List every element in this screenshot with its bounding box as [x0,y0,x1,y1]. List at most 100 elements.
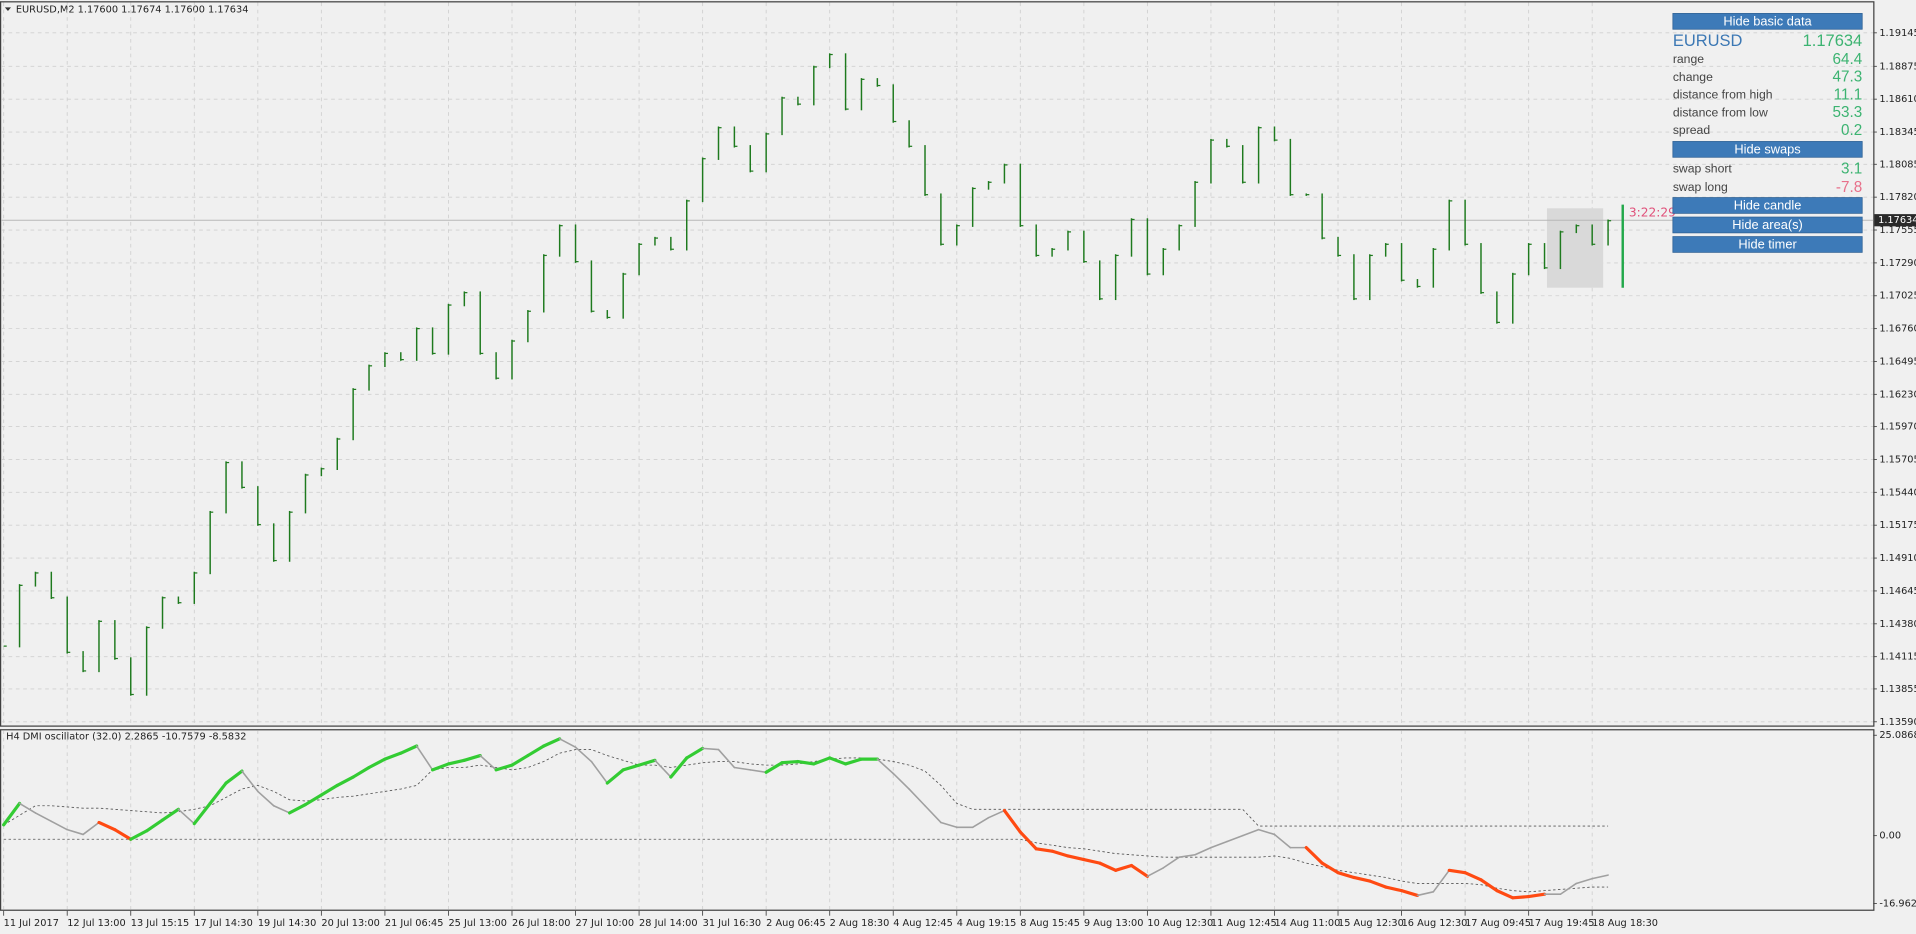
oscillator-segment [113,828,133,841]
y-tick-label: 1.16230 [1879,389,1916,400]
oscillator-segment [1194,846,1212,856]
panel-button[interactable]: Hide area(s) [1672,216,1863,234]
oscillator-segment [1002,808,1022,834]
x-tick-label: 8 Aug 15:45 [1020,918,1080,929]
row-value: 64.4 [1833,51,1863,68]
oscillator-segment [1066,854,1086,862]
y-tick-label: 1.17290 [1879,258,1916,269]
x-tick-label: 27 Jul 10:00 [576,918,635,929]
timer: 3:22:29 [1629,205,1676,219]
oscillator-segment [701,747,720,751]
oscillator-segment [796,759,816,766]
oscillator-segment [621,763,641,772]
oscillator-segment [1178,853,1196,858]
row-value: -7.8 [1836,179,1862,196]
oscillator-segment [1257,828,1276,836]
x-tick-label: 21 Jul 06:45 [385,918,444,929]
x-tick-label: 2 Aug 18:30 [830,918,890,929]
y-tick-label: 1.14380 [1879,619,1916,630]
oscillator-segment [1416,891,1435,897]
oscillator-segment [654,759,672,778]
x-tick-label: 11 Jul 2017 [4,918,59,929]
oscillator-segment [605,768,625,785]
y-tick-label: 1.15440 [1879,487,1916,498]
panel-button[interactable]: Hide swaps [1672,141,1863,158]
row-label: range [1673,52,1704,66]
x-tick-label: 12 Jul 13:00 [67,918,126,929]
oscillator-segment [18,802,37,814]
oscillator-segment [764,761,784,774]
oscillator-segment [1226,834,1244,843]
row-value: 0.2 [1841,122,1862,139]
y-tick-label: 1.14910 [1879,553,1916,564]
oscillator-segment [479,754,497,771]
oscillator-segment [971,816,990,829]
button-label: Hide candle [1734,197,1802,212]
y-tick-label: 1.13590 [1879,717,1916,728]
y-tick-label: 1.18610 [1879,94,1916,105]
oscillator-segment [1559,882,1578,896]
oscillator-segment [1114,863,1134,872]
oscillator-segment [1082,857,1102,865]
oscillator-segment [780,759,800,765]
oscillator-segment [303,793,323,807]
oscillator-segment [940,821,958,829]
y-tick-label: 1.14115 [1879,652,1916,663]
oscillator-segment [669,756,689,779]
oscillator-segment [494,763,514,772]
panel-button[interactable]: Hide basic data [1672,13,1863,30]
oscillator-segment [1336,871,1356,880]
x-tick-label: 16 Aug 12:30 [1402,918,1468,929]
x-tick-label: 2 Aug 06:45 [766,918,826,929]
oscillator-segment [749,769,767,774]
oscillator-segment [733,766,752,771]
oscillator-segment [892,772,910,790]
oscillator-segment [1320,861,1340,875]
panel-button[interactable]: Hide timer [1672,236,1863,253]
button-label: Hide area(s) [1732,217,1802,232]
oscillator-segment [1034,847,1054,853]
button-label: Hide timer [1738,236,1797,251]
y-tick-label: 1.15175 [1879,520,1916,531]
oscillator-segment [542,737,562,748]
x-tick-label: 9 Aug 13:00 [1084,918,1144,929]
oscillator-segment [224,769,244,785]
x-tick-label: 19 Jul 14:30 [258,918,317,929]
oscillator-segment [1146,867,1165,878]
oscillator-segment [1352,875,1372,883]
oscillator-segment [241,770,259,793]
oscillator-segment [717,748,736,769]
oscillator-segment [177,808,196,825]
oscillator-segment [1304,846,1324,865]
row-label: swap long [1673,180,1728,194]
y-tick-label: -16.9621 [1879,899,1916,910]
x-tick-label: 28 Jul 14:00 [639,918,698,929]
x-tick-label: 26 Jul 18:00 [512,918,571,929]
y-tick-label: 1.17820 [1879,192,1916,203]
oscillator-segment [1129,863,1149,878]
chart-title: EURUSD,M2 1.17600 1.17674 1.17600 1.1763… [16,5,249,16]
x-tick-label: 17 Jul 14:30 [194,918,253,929]
oscillator-segment [367,757,387,770]
oscillator-segment [843,757,864,766]
button-label: Hide basic data [1723,13,1812,28]
oscillator-segment [1399,889,1420,898]
oscillator-segment [1432,869,1451,893]
oscillator-segment [446,758,466,766]
oscillator-segment [1210,840,1228,849]
oscillator-segment [1384,885,1404,893]
x-tick-label: 4 Aug 19:15 [957,918,1017,929]
oscillator-segment [987,809,1006,819]
info-panel: Hide basic data EURUSD 1.17634 range 64.4 cha… [1672,13,1863,253]
symbol: EURUSD [1673,32,1743,50]
oscillator-segment [908,788,926,807]
y-tick-label: 1.15705 [1879,454,1916,465]
panel-button[interactable]: Hide candle [1672,197,1863,214]
row-label: distance from high [1673,88,1773,102]
indicator-frame [0,729,1875,911]
x-tick-label: 14 Aug 11:00 [1274,918,1340,929]
oscillator-segment [272,804,291,814]
oscillator-segment [208,781,228,805]
